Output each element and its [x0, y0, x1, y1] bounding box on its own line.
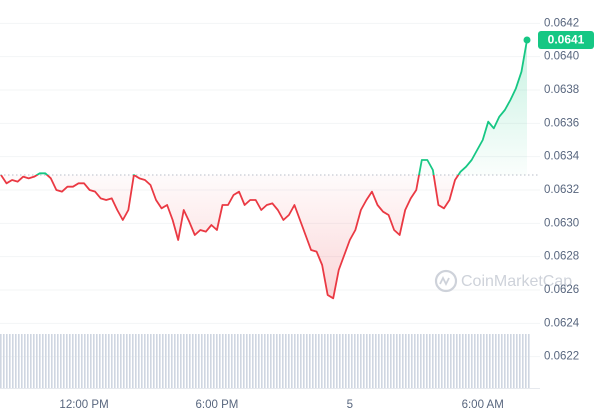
y-tick-label: 0.0638: [544, 84, 579, 96]
y-tick-label: 0.0636: [544, 117, 579, 129]
y-tick-label: 0.0622: [544, 351, 579, 363]
watermark-logo-mark: [439, 275, 450, 287]
y-tick-label: 0.0628: [544, 251, 579, 263]
x-tick-label: 12:00 PM: [59, 399, 108, 411]
x-tick-label: 6:00 PM: [196, 399, 239, 411]
watermark-logo: [434, 269, 458, 293]
volume-bars: [0, 334, 530, 388]
price-label-bg: [538, 31, 594, 49]
x-tick-label: 6:00 AM: [462, 399, 504, 411]
y-tick-label: 0.0626: [544, 284, 579, 296]
y-tick-label: 0.0624: [544, 317, 580, 329]
y-tick-label: 0.0630: [544, 217, 579, 229]
y-tick-label: 0.0634: [544, 151, 580, 163]
watermark: CoinMarketCap: [434, 269, 572, 293]
area-fill: [1, 40, 527, 299]
plot: 0.0641: [0, 31, 594, 300]
x-tick-label: 5: [347, 399, 353, 411]
y-tick-label: 0.0640: [544, 51, 579, 63]
price-label: 0.0641: [548, 33, 585, 47]
y-tick-label: 0.0632: [544, 184, 579, 196]
y-tick-label: 0.0642: [544, 17, 579, 29]
price-line: [0, 39, 528, 300]
last-point: [523, 36, 531, 44]
watermark-text: CoinMarketCap: [461, 273, 572, 290]
